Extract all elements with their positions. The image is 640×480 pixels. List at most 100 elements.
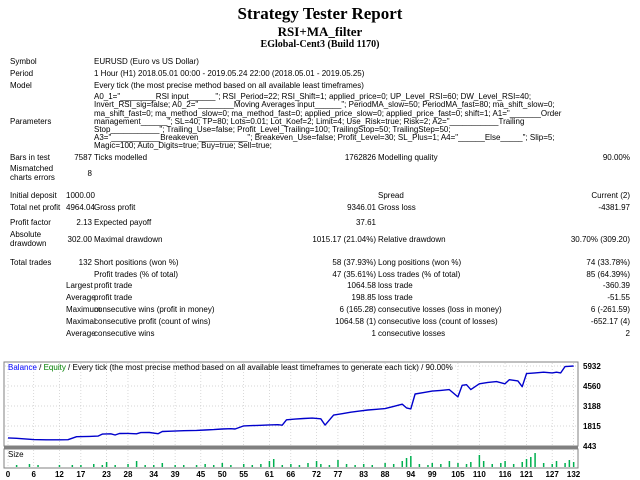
- size-bar: [161, 463, 164, 467]
- value-col-3: Current (2): [591, 190, 630, 200]
- size-bar: [337, 460, 339, 467]
- size-bar: [290, 464, 292, 467]
- value-col-2: 58 (37.93%): [332, 257, 376, 267]
- size-bar: [500, 463, 502, 467]
- x-axis-label: 116: [499, 470, 512, 479]
- row-label: Symbol: [10, 56, 37, 66]
- absolute-drawdown-row: Absolute drawdown 302.00 Maximal drawdown 1…: [10, 230, 630, 250]
- size-panel-border: [3, 448, 579, 469]
- total-trades-row: Total trades 132 Short positions (won %) 58…: [10, 257, 630, 269]
- label-col-3: consecutive losses: [378, 328, 446, 338]
- size-bar: [127, 464, 129, 467]
- size-bar: [15, 465, 18, 467]
- parameter-line: Stop___________"; Trailing_Use=false; Pr…: [94, 125, 451, 134]
- size-bar: [281, 465, 284, 467]
- parameter-line: management______"; SL=40; TP=80; Lots=0.…: [94, 117, 525, 126]
- size-bar: [114, 465, 116, 467]
- size-bar: [482, 461, 485, 467]
- value-col-3: 85 (64.39%): [586, 269, 630, 279]
- average-trade-row: Average profit trade 198.85 loss trade -51.5…: [10, 293, 630, 305]
- value-col-2: 6 (165.28): [339, 304, 376, 314]
- x-axis-label: 127: [545, 470, 559, 479]
- size-bar: [568, 460, 571, 467]
- label-col-3: Spread: [378, 190, 404, 200]
- main-panel-bg: [4, 362, 578, 446]
- y-axis-label: 1815: [583, 422, 601, 431]
- x-axis-label: 132: [567, 470, 581, 479]
- x-axis-label: 34: [149, 470, 158, 479]
- label-col-3: Long positions (won %): [378, 257, 462, 267]
- value-col-1: Maximal: [66, 316, 96, 326]
- row-label: Total net profit: [10, 202, 61, 212]
- chart-canvas: 5932 4560 3188 1815 443 0 6 12 17 23 28 34 39 45 50 55 6…: [3, 361, 601, 479]
- size-bar: [534, 453, 536, 467]
- value-col-1: Average: [66, 293, 96, 303]
- label-col-2: profit trade: [94, 281, 133, 291]
- size-bar: [212, 465, 215, 467]
- main-panel-border: [3, 361, 579, 447]
- size-bar: [542, 463, 545, 467]
- label-col-3: loss trade: [378, 281, 413, 291]
- x-axis-label: 83: [359, 470, 368, 479]
- size-bar: [465, 464, 468, 467]
- size-bar: [448, 461, 451, 467]
- size-bar: [101, 465, 104, 467]
- x-axis-label: 28: [124, 470, 133, 479]
- size-bar: [92, 464, 95, 467]
- label-col-3: Relative drawdown: [378, 234, 446, 244]
- value-col-1: 8: [87, 168, 92, 178]
- largest-trade-row: Largest profit trade 1064.58 loss trade -360…: [10, 281, 630, 293]
- size-bar: [572, 462, 575, 467]
- size-bar: [418, 464, 421, 467]
- row-span-value: A0_1="________RSI input______"; RSI_Peri…: [94, 93, 630, 150]
- server-build: EGlobal-Cent3 (Build 1170): [260, 39, 380, 51]
- model-row: Model Every tick (the most precise method…: [10, 80, 630, 92]
- size-bar: [80, 465, 82, 467]
- value-col-1: 1000.00: [66, 190, 95, 200]
- label-col-2: Profit trades (% of total): [94, 269, 179, 279]
- value-col-2: 1064.58 (1): [335, 316, 376, 326]
- size-bar: [37, 465, 39, 467]
- size-bar: [431, 463, 433, 467]
- value-col-1: 132: [78, 257, 92, 267]
- x-axis-label: 23: [102, 470, 111, 479]
- size-bar: [251, 465, 254, 467]
- size-bar: [221, 463, 224, 467]
- value-col-1: Average: [66, 328, 96, 338]
- label-col-2: consecutive wins (profit in money): [94, 304, 215, 314]
- value-col-2: 198.85: [351, 293, 376, 303]
- profit-factor-row: Profit factor 2.13 Expected payoff 37.61: [10, 218, 630, 230]
- initial-deposit-row: Initial deposit 1000.00 Spread Current (2): [10, 190, 630, 202]
- value-col-1: 302.00: [67, 234, 92, 244]
- x-axis-label: 110: [473, 470, 486, 479]
- size-bar: [564, 463, 566, 467]
- parameter-line: A0_1="________RSI input______"; RSI_Peri…: [94, 93, 532, 102]
- x-axis-label: 105: [451, 470, 465, 479]
- size-bar: [401, 461, 404, 467]
- x-axis-label: 50: [218, 470, 227, 479]
- parameter-line: Magic=100; Auto_Digits=true; Buy=true; S…: [94, 142, 272, 151]
- size-bar: [440, 464, 442, 467]
- size-bar: [195, 465, 198, 467]
- size-bar: [457, 463, 459, 467]
- avg-consecutive-row: Average consecutive wins 1 consecutive loss…: [10, 328, 630, 340]
- size-bar: [204, 464, 206, 467]
- size-bar: [410, 456, 412, 467]
- size-bar: [298, 465, 301, 467]
- row-label: Period: [10, 68, 34, 78]
- size-panel-label: Size: [8, 450, 24, 459]
- period-row: Period 1 Hour (H1) 2018.05.01 00:00 - 201…: [10, 68, 630, 80]
- value-col-3: 74 (33.78%): [586, 257, 630, 267]
- value-col-2: 47 (35.61%): [332, 269, 376, 279]
- x-axis-label: 72: [312, 470, 321, 479]
- size-panel-bg: [4, 449, 578, 468]
- y-axis-label: 3188: [583, 402, 601, 411]
- value-col-2: 1015.17 (21.04%): [312, 234, 376, 244]
- size-bar: [371, 465, 374, 467]
- report-table: Symbol EURUSD (Euro vs US Dollar) Period 1 …: [0, 56, 640, 340]
- size-bar: [525, 459, 528, 467]
- x-axis-label: 121: [520, 470, 534, 479]
- label-col-3: Modelling quality: [378, 152, 438, 162]
- value-col-2: 1762826: [344, 152, 376, 162]
